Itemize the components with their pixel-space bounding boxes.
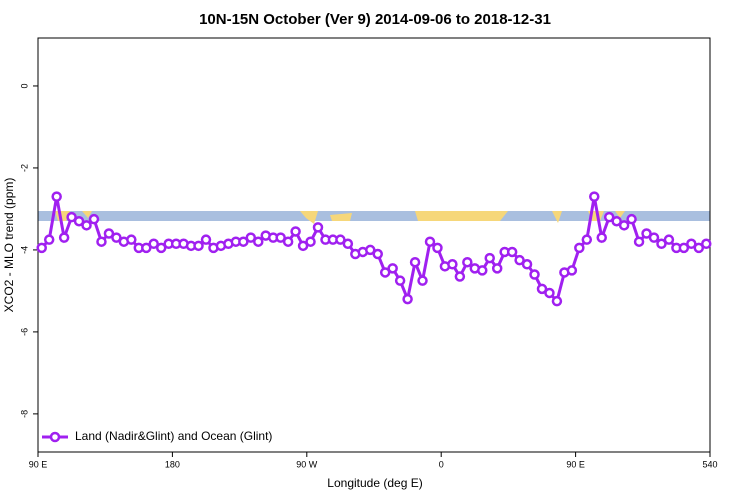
data-point (43, 234, 55, 245)
data-point (633, 236, 645, 247)
data-point (58, 232, 70, 243)
data-point (536, 283, 548, 295)
data-point (514, 254, 525, 266)
y-axis-title: XCO2 - MLO trend (ppm) (2, 178, 16, 313)
data-point (686, 238, 697, 250)
data-point (596, 232, 607, 243)
data-point (141, 242, 152, 254)
data-point (551, 295, 563, 307)
data-point (290, 226, 301, 237)
data-point (387, 263, 398, 274)
data-point (693, 242, 705, 254)
data-point (521, 259, 533, 270)
data-point (529, 269, 540, 280)
data-point (73, 215, 85, 227)
x-tick-label: 90 E (566, 459, 585, 469)
y-tick-label: 0 (19, 83, 29, 88)
data-point (544, 287, 555, 299)
x-tick-label: 0 (439, 459, 444, 469)
data-point (506, 246, 518, 258)
chart-title: 10N-15N October (Ver 9) 2014-09-06 to 20… (199, 11, 551, 28)
data-point (678, 242, 690, 254)
x-axis-title: Longitude (deg E) (327, 476, 422, 490)
data-point (253, 236, 264, 247)
y-tick-label: -8 (19, 410, 29, 418)
data-point (432, 242, 443, 254)
data-point (305, 236, 316, 247)
data-point (81, 220, 92, 231)
data-point (96, 236, 107, 247)
legend: Land (Nadir&Glint) and Ocean (Glint) (42, 429, 272, 443)
data-point (581, 234, 593, 245)
data-point (245, 232, 257, 243)
data-point (126, 234, 137, 245)
data-point (111, 232, 122, 243)
data-point (155, 242, 167, 254)
data-point (574, 242, 585, 254)
data-point (417, 275, 428, 286)
data-point (372, 248, 383, 260)
data-point (648, 232, 660, 243)
data-point (51, 191, 62, 202)
data-point (618, 220, 630, 231)
data-point (66, 211, 77, 223)
data-point (282, 236, 294, 247)
data-point (342, 238, 354, 250)
data-point (200, 234, 212, 245)
y-tick-label: -2 (19, 164, 29, 172)
data-point (626, 213, 637, 225)
data-point (379, 267, 391, 278)
data-point (656, 238, 667, 250)
legend-label: Land (Nadir&Glint) and Ocean (Glint) (75, 429, 272, 443)
data-point (491, 263, 503, 274)
data-point (193, 240, 204, 252)
data-point (484, 252, 495, 264)
data-point (589, 191, 600, 202)
data-point (402, 293, 413, 305)
x-tick-label: 90 W (296, 459, 318, 469)
y-tick-label: -4 (19, 246, 29, 254)
data-point (701, 238, 712, 250)
data-point (365, 244, 376, 256)
data-point (394, 275, 406, 286)
data-point (148, 238, 159, 250)
data-point (335, 234, 346, 245)
data-point (663, 234, 675, 245)
y-tick-label: -6 (19, 328, 29, 336)
x-tick-label: 540 (702, 459, 717, 469)
data-point (36, 242, 47, 254)
data-point (88, 213, 100, 225)
data-point (566, 265, 578, 276)
data-point (447, 259, 458, 270)
x-tick-label: 90 E (29, 459, 48, 469)
data-point (424, 236, 436, 247)
data-point (275, 232, 286, 243)
data-point (611, 215, 622, 227)
legend-marker (49, 431, 61, 443)
map-band (38, 211, 710, 224)
x-tick-label: 180 (165, 459, 180, 469)
data-point (462, 256, 473, 268)
data-point (297, 240, 309, 252)
data-point (477, 265, 488, 276)
data-point (312, 222, 324, 233)
data-point (641, 228, 652, 239)
data-point (103, 228, 115, 239)
data-point (409, 256, 421, 268)
data-point (603, 211, 615, 223)
data-point (238, 236, 249, 247)
data-point (454, 271, 466, 282)
